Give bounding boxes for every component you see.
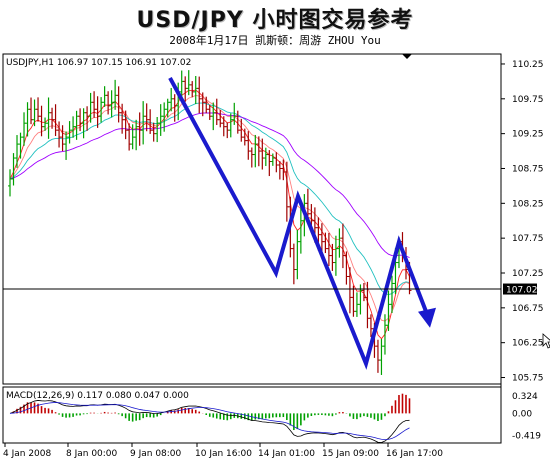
price-tick-label: 106.25: [512, 339, 544, 349]
time-tick-label: 8 Jan 00:00: [66, 449, 118, 459]
price-tick-label: 106.75: [512, 304, 544, 314]
current-price-badge: [503, 283, 537, 295]
time-tick-label: 14 Jan 01:00: [258, 449, 315, 459]
shift-marker-icon: [402, 54, 412, 59]
current-price-label: 107.02: [506, 286, 538, 296]
price-axis: 110.25 109.75 109.25 108.75 108.25 107.75 107.…: [501, 60, 544, 384]
price-info: USDJPY,H1 106.97 107.15 106.91 107.02: [6, 58, 191, 68]
time-tick-label: 16 Jan 17:00: [386, 449, 443, 459]
time-tick-label: 4 Jan 2008: [3, 449, 51, 459]
macd-signal-line: [9, 402, 410, 441]
time-tick-label: 15 Jan 09:00: [322, 449, 379, 459]
time-tick-label: 9 Jan 08:00: [130, 449, 182, 459]
macd-tick-label: -0.419: [512, 432, 541, 442]
macd-histogram: 0.324 0.00 -0.419: [9, 392, 541, 443]
price-tick-label: 109.25: [512, 130, 544, 140]
price-tick-label: 110.25: [512, 60, 544, 70]
price-tick-label: 108.25: [512, 199, 544, 209]
page-subtitle: 2008年1月17日 凯斯顿：周游 ZHOU You: [169, 34, 381, 47]
price-tick-label: 107.75: [512, 234, 544, 244]
time-axis: 4 Jan 2008 8 Jan 00:00 9 Jan 08:00 10 Jan 1…: [3, 443, 443, 459]
zigzag-arrow: [168, 76, 432, 370]
macd-line: [9, 400, 410, 443]
macd-info: MACD(12,26,9) 0.117 0.080 0.047 0.000: [6, 391, 189, 401]
macd-tick-label: 0.00: [512, 409, 532, 419]
macd-tick-label: 0.324: [512, 392, 538, 402]
price-tick-label: 108.75: [512, 164, 544, 174]
arrow-head-icon: [418, 307, 436, 328]
mouse-cursor-icon: [542, 333, 550, 349]
price-tick-label: 107.25: [512, 269, 544, 279]
price-panel: [2, 53, 502, 385]
page-title: USD/JPY 小时图交易参考: [136, 8, 414, 33]
time-tick-label: 10 Jan 16:00: [195, 449, 252, 459]
trend-arrows: [168, 76, 436, 370]
price-tick-label: 109.75: [512, 95, 544, 105]
price-tick-label: 105.75: [512, 374, 544, 384]
